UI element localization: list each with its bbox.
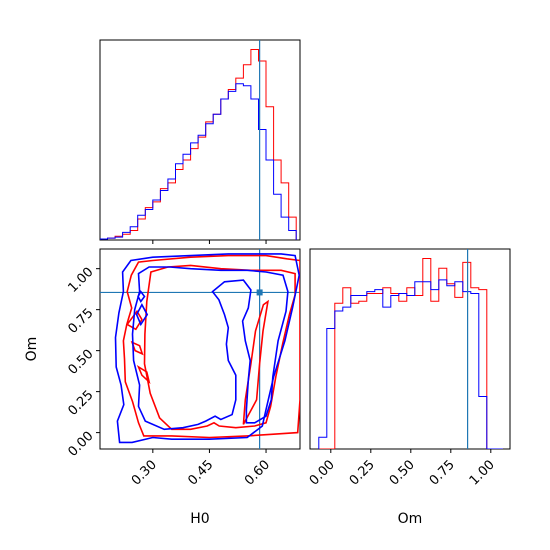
contour-blue-line [137,290,146,303]
contour-red-line [130,340,144,356]
om-hist-x-tick-label: 0.50 [387,457,418,488]
x-axis-label-om: Om [398,511,423,527]
contour-red-line [143,264,296,431]
om-histogram-panel: 0.00 0.25 0.50 0.75 1.00 Om [307,248,511,527]
om-hist-x-tick-label: 1.00 [467,457,498,488]
contour-blue-line [114,253,300,444]
contour-red-line [122,254,300,439]
contour-y-tick-label: 1.00 [66,265,97,296]
contour-truth-marker [256,289,263,296]
om-histogram-ticks: 0.00 0.25 0.50 0.75 1.00 [307,449,498,489]
h0-histogram-frame [99,39,301,241]
h0-hist-blue-step-line [100,83,297,240]
y-axis-label-om: Om [24,337,40,362]
h0-hist-red-step-line [100,49,297,240]
contour-blue-line [131,266,289,431]
h0-histogram-ticks [152,240,267,244]
contour-y-tick-label: 0.75 [66,306,97,337]
contour-y-tick-label: 0.00 [66,429,97,460]
h0-histogram-marks [100,40,297,240]
contour-blue-line [135,303,149,327]
om-histogram-marks [318,249,503,449]
contour-x-tick-label: 0.45 [185,457,216,488]
om-hist-blue-step-line [318,279,503,449]
x-axis-label-h0: H0 [190,511,209,527]
h0-om-contour-panel: 0.30 0.45 0.60 0.00 0.25 0.50 0.75 1.00 H0 Om [24,248,301,527]
contour-red-line [136,365,151,385]
om-hist-red-step-line [318,258,503,449]
om-histogram-frame [309,248,511,450]
contour-y-tick-label: 0.25 [66,388,97,419]
om-hist-x-tick-label: 0.00 [307,457,338,488]
contour-x-tick-label: 0.60 [242,457,273,488]
contour-y-tick-label: 0.50 [66,347,97,378]
contour-ticks: 0.30 0.45 0.60 0.00 0.25 0.50 0.75 1.00 [66,265,274,489]
contour-marks [100,249,300,449]
contour-x-tick-label: 0.30 [129,457,160,488]
h0-histogram-panel [99,39,301,244]
om-hist-x-tick-label: 0.25 [347,457,378,488]
om-hist-x-tick-label: 0.75 [427,457,458,488]
